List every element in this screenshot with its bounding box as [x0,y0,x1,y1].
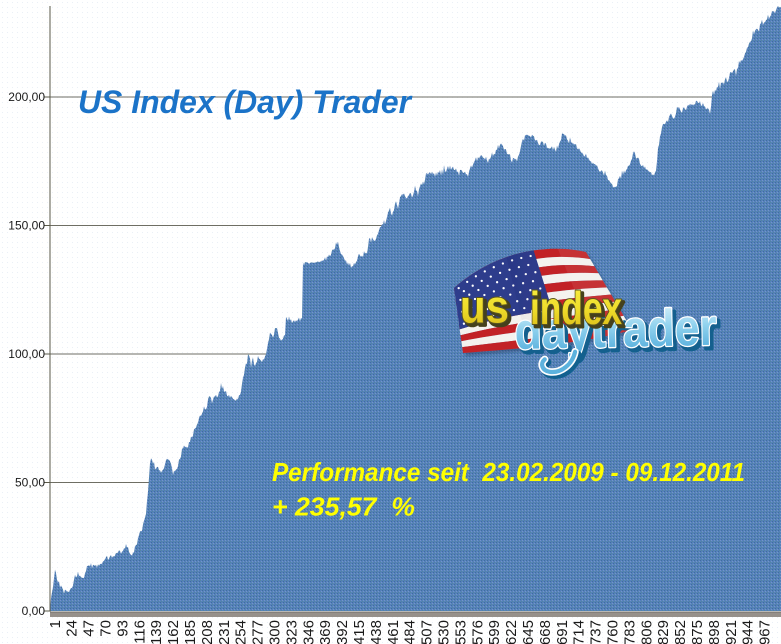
svg-text:461: 461 [385,620,402,644]
svg-text:829: 829 [655,620,672,644]
svg-text:70: 70 [98,620,115,637]
svg-text:599: 599 [486,620,503,644]
svg-text:415: 415 [351,620,368,644]
svg-text:300: 300 [267,620,284,644]
svg-text:100,00: 100,00 [8,347,45,361]
svg-text:208: 208 [199,620,216,644]
svg-text:150,00: 150,00 [8,218,45,232]
svg-text:us: us [463,283,512,335]
svg-text:622: 622 [503,620,520,644]
svg-text:index: index [530,282,622,334]
svg-text:714: 714 [571,620,588,644]
svg-text:507: 507 [419,620,436,644]
svg-text:852: 852 [672,620,689,644]
svg-text:US Index (Day) Trader: US Index (Day) Trader [78,84,413,120]
svg-text:231: 231 [216,620,233,644]
svg-text:116: 116 [131,620,148,644]
svg-text:200,00: 200,00 [8,90,45,104]
svg-text:944: 944 [740,620,757,644]
svg-text:us: us [460,281,509,333]
svg-text:553: 553 [452,620,469,644]
svg-text:daytrader: daytrader [514,299,717,361]
svg-text:875: 875 [689,620,706,644]
svg-text:737: 737 [588,620,605,644]
svg-text:898: 898 [706,620,723,644]
svg-text:438: 438 [368,620,385,644]
svg-text:185: 185 [182,620,199,644]
svg-text:323: 323 [283,620,300,644]
svg-text:576: 576 [469,620,486,644]
svg-text:24: 24 [64,620,81,637]
svg-text:484: 484 [402,620,419,644]
svg-text:daytrader: daytrader [517,302,720,364]
svg-text:0,00: 0,00 [22,604,46,618]
svg-text:index: index [533,285,625,337]
svg-text:783: 783 [621,620,638,644]
svg-text:346: 346 [300,620,317,644]
svg-text:691: 691 [554,620,571,644]
svg-text:967: 967 [757,620,774,644]
svg-text:47: 47 [81,620,98,637]
svg-text:392: 392 [334,620,351,644]
svg-text:Performance seit 23.02.2009 -: Performance seit 23.02.2009 - 09.12.2011 [272,457,745,487]
svg-text:+ 235,57 %: + 235,57 % [272,492,415,522]
svg-text:277: 277 [250,620,267,644]
svg-text:760: 760 [605,620,622,644]
svg-text:645: 645 [520,620,537,644]
svg-text:668: 668 [537,620,554,644]
svg-text:530: 530 [436,620,453,644]
svg-text:1: 1 [47,620,64,628]
svg-text:162: 162 [165,620,182,644]
svg-text:50,00: 50,00 [15,475,45,489]
svg-text:139: 139 [148,620,165,644]
svg-text:806: 806 [638,620,655,644]
svg-text:921: 921 [723,620,740,644]
svg-text:254: 254 [233,620,250,644]
svg-text:369: 369 [317,620,334,644]
svg-text:93: 93 [114,620,131,637]
